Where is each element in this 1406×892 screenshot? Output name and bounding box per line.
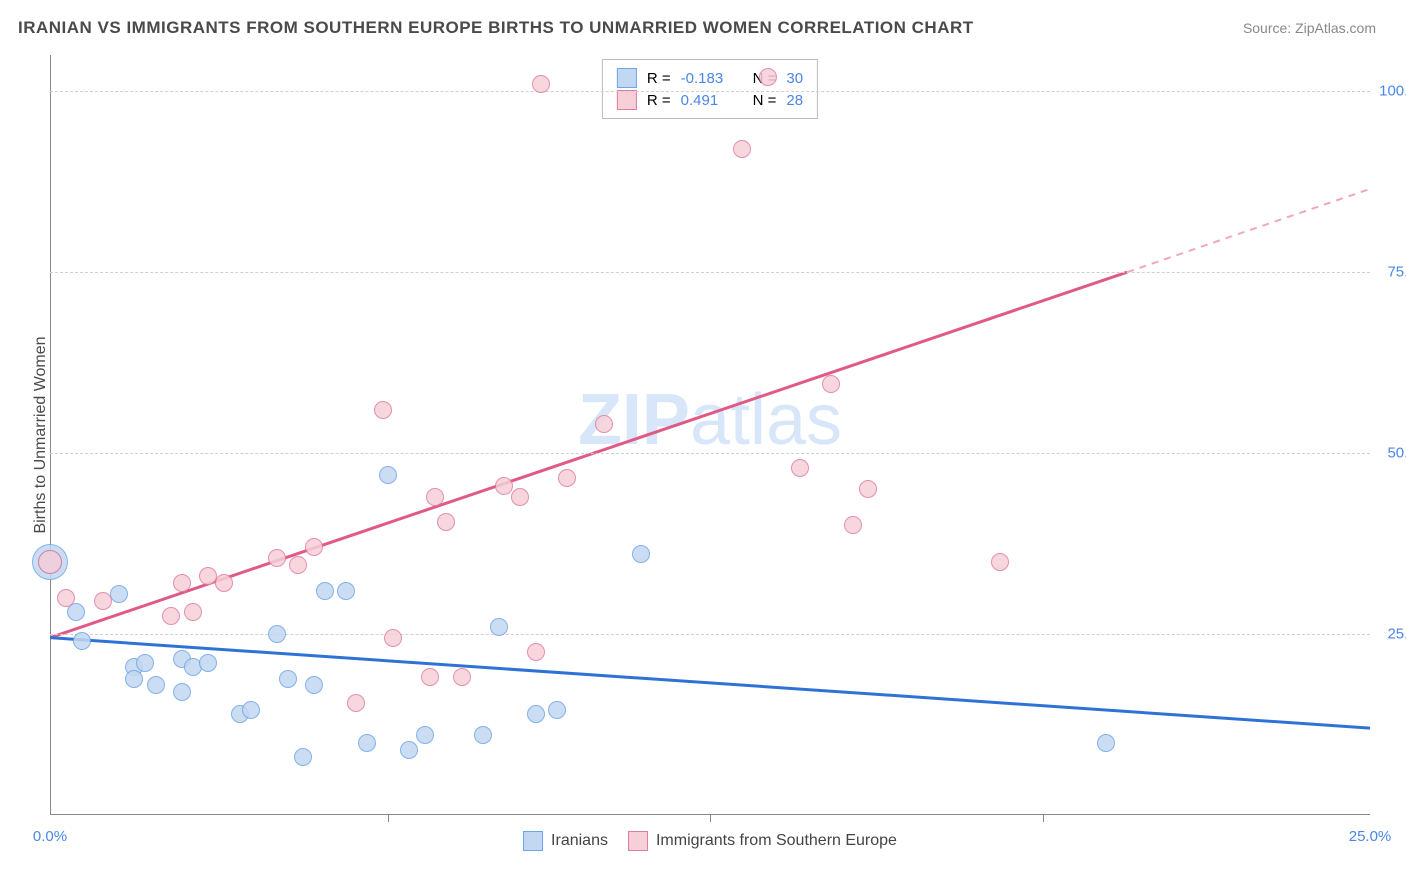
n-label: N = xyxy=(753,92,777,109)
scatter-point-seur xyxy=(527,643,545,661)
scatter-point-iranians xyxy=(305,676,323,694)
scatter-point-iranians xyxy=(337,582,355,600)
x-tick-mark xyxy=(388,815,389,822)
legend-swatch-iranians xyxy=(617,68,637,88)
scatter-point-iranians xyxy=(416,726,434,744)
scatter-point-seur xyxy=(532,75,550,93)
gridline-h xyxy=(50,634,1370,635)
scatter-point-seur xyxy=(437,513,455,531)
scatter-point-iranians xyxy=(1097,734,1115,752)
scatter-point-iranians xyxy=(110,585,128,603)
legend-item-iranians: Iranians xyxy=(523,831,608,851)
scatter-point-seur xyxy=(421,668,439,686)
y-tick-label: 25.0% xyxy=(1387,626,1406,643)
scatter-point-seur xyxy=(495,477,513,495)
scatter-point-iranians xyxy=(294,748,312,766)
chart-title: IRANIAN VS IMMIGRANTS FROM SOUTHERN EURO… xyxy=(18,18,974,38)
scatter-point-seur xyxy=(426,488,444,506)
r-value-iranians: -0.183 xyxy=(681,70,733,87)
scatter-point-seur xyxy=(57,589,75,607)
scatter-point-seur xyxy=(173,574,191,592)
legend-swatch-seur xyxy=(617,90,637,110)
y-axis-label: Births to Unmarried Women xyxy=(32,336,50,533)
scatter-point-iranians xyxy=(173,683,191,701)
scatter-point-seur xyxy=(289,556,307,574)
r-label: R = xyxy=(647,70,671,87)
scatter-point-seur xyxy=(347,694,365,712)
legend-row-seur: R = 0.491 N = 28 xyxy=(617,90,803,110)
source-link[interactable]: Source: ZipAtlas.com xyxy=(1243,20,1376,36)
x-tick-mark xyxy=(1043,815,1044,822)
r-label: R = xyxy=(647,92,671,109)
watermark-atlas: atlas xyxy=(690,380,842,460)
legend-label-iranians: Iranians xyxy=(551,832,608,850)
scatter-point-iranians xyxy=(400,741,418,759)
watermark-zip: ZIP xyxy=(578,380,690,460)
legend-item-seur: Immigrants from Southern Europe xyxy=(628,831,897,851)
legend-swatch-seur xyxy=(628,831,648,851)
scatter-point-seur xyxy=(162,607,180,625)
scatter-point-iranians xyxy=(67,603,85,621)
scatter-point-seur xyxy=(844,516,862,534)
x-tick-mark xyxy=(710,815,711,822)
scatter-point-seur xyxy=(791,459,809,477)
gridline-h xyxy=(50,453,1370,454)
x-tick-label: 25.0% xyxy=(1349,828,1392,845)
scatter-point-iranians xyxy=(632,545,650,563)
r-value-seur: 0.491 xyxy=(681,92,733,109)
legend-label-seur: Immigrants from Southern Europe xyxy=(656,832,897,850)
scatter-point-seur xyxy=(859,480,877,498)
scatter-point-seur xyxy=(822,375,840,393)
gridline-h xyxy=(50,91,1370,92)
y-axis-line xyxy=(50,55,51,815)
scatter-point-iranians xyxy=(527,705,545,723)
scatter-point-iranians xyxy=(125,670,143,688)
scatter-point-iranians xyxy=(316,582,334,600)
scatter-point-seur xyxy=(733,140,751,158)
scatter-point-iranians xyxy=(199,654,217,672)
scatter-point-seur xyxy=(511,488,529,506)
scatter-point-seur xyxy=(759,68,777,86)
scatter-point-seur xyxy=(384,629,402,647)
scatter-point-seur xyxy=(453,668,471,686)
scatter-point-seur xyxy=(184,603,202,621)
scatter-point-iranians xyxy=(548,701,566,719)
scatter-point-iranians xyxy=(279,670,297,688)
x-tick-label: 0.0% xyxy=(33,828,67,845)
scatter-point-iranians xyxy=(242,701,260,719)
legend-stats: R = -0.183 N = 30 R = 0.491 N = 28 xyxy=(602,59,818,119)
n-value-seur: 28 xyxy=(786,92,803,109)
scatter-point-seur xyxy=(268,549,286,567)
scatter-point-iranians xyxy=(474,726,492,744)
scatter-point-seur xyxy=(595,415,613,433)
scatter-point-iranians xyxy=(147,676,165,694)
watermark: ZIPatlas xyxy=(578,379,842,461)
gridline-h xyxy=(50,272,1370,273)
scatter-point-seur xyxy=(991,553,1009,571)
scatter-point-seur xyxy=(94,592,112,610)
scatter-point-seur xyxy=(374,401,392,419)
scatter-point-iranians xyxy=(358,734,376,752)
legend-bottom: Iranians Immigrants from Southern Europe xyxy=(523,831,897,851)
scatter-point-iranians xyxy=(136,654,154,672)
scatter-point-iranians xyxy=(490,618,508,636)
scatter-point-iranians xyxy=(73,632,91,650)
scatter-point-iranians xyxy=(379,466,397,484)
y-tick-label: 75.0% xyxy=(1387,264,1406,281)
legend-swatch-iranians xyxy=(523,831,543,851)
scatter-point-iranians xyxy=(268,625,286,643)
trend-line xyxy=(1127,189,1370,272)
scatter-point-seur xyxy=(215,574,233,592)
scatter-point-seur xyxy=(558,469,576,487)
n-value-iranians: 30 xyxy=(786,70,803,87)
y-tick-label: 100.0% xyxy=(1379,83,1406,100)
chart-area: Births to Unmarried Women ZIPatlas R = -… xyxy=(50,55,1370,815)
y-tick-label: 50.0% xyxy=(1387,445,1406,462)
scatter-point-seur xyxy=(38,550,62,574)
scatter-point-seur xyxy=(305,538,323,556)
